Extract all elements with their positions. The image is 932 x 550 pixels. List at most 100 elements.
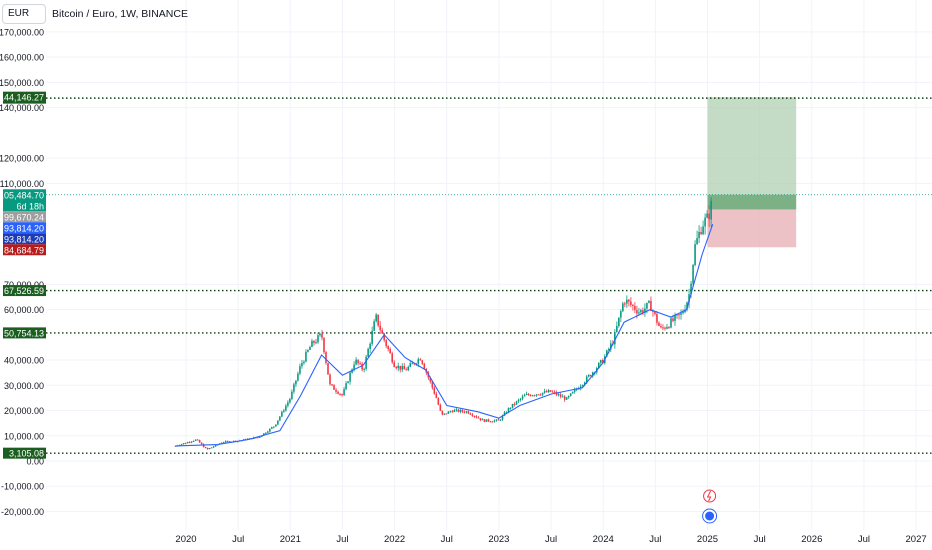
price-tag (3, 211, 46, 223)
candle-body (297, 373, 299, 381)
price-tag-label: 105,484.70 (0, 190, 44, 200)
candle-body (375, 314, 377, 322)
candle-body (283, 410, 285, 412)
candle-body (281, 411, 283, 417)
candle-body (591, 372, 594, 377)
candle-body (670, 318, 672, 328)
candle-body (708, 213, 710, 220)
price-tag (3, 244, 46, 256)
price-tag-label: 3,105.08 (9, 449, 44, 459)
candle-body (668, 327, 670, 329)
candle-body (616, 326, 618, 332)
candle-body (710, 200, 712, 220)
candle-body (585, 376, 588, 383)
y-tick-label: -20,000.00 (1, 507, 44, 517)
candle-body (481, 419, 484, 421)
candle-body (447, 411, 450, 414)
x-tick-label: 2020 (175, 534, 196, 545)
price-tag-countdown: 6d 18h (16, 201, 44, 211)
candle-body (537, 394, 540, 396)
candle-body (644, 308, 646, 313)
candle-body (642, 310, 644, 313)
event-markers (702, 489, 718, 524)
x-tick-label: Jul (858, 534, 870, 545)
candle-body (692, 264, 694, 284)
candle-body (383, 333, 385, 341)
candle-body (523, 394, 526, 397)
candle-body (493, 420, 496, 422)
candle-body (267, 431, 269, 433)
candle-body (391, 353, 393, 363)
candle-body (622, 303, 624, 312)
candle-body (628, 299, 630, 302)
candle-body (459, 409, 462, 412)
candle-body (224, 441, 227, 443)
candle-body (337, 391, 339, 394)
y-tick-label: 120,000.00 (0, 154, 44, 164)
candle-body (702, 226, 704, 235)
candle-body (543, 391, 546, 393)
x-tick-label: 2021 (280, 534, 301, 545)
candle-body (174, 445, 177, 447)
candle-body (505, 412, 508, 414)
y-tick-label: 160,000.00 (0, 53, 44, 63)
candles (174, 197, 712, 450)
candle-body (569, 393, 572, 397)
candle-body (439, 404, 442, 411)
candle-body (401, 366, 404, 370)
candle-body (656, 313, 658, 323)
profit-zone (707, 97, 797, 210)
candle-body (180, 444, 183, 446)
currency-selector[interactable]: EUR (2, 4, 46, 24)
y-tick-label: -10,000.00 (1, 482, 44, 492)
candle-body (200, 442, 203, 445)
candle-body (678, 314, 680, 316)
candle-body (204, 447, 207, 449)
candle-body (511, 403, 514, 408)
candle-body (461, 409, 464, 412)
candle-body (471, 414, 474, 416)
candle-body (355, 359, 357, 365)
candle-body (680, 313, 682, 315)
candle-body (571, 391, 574, 394)
candle-body (650, 300, 652, 311)
candle-body (551, 391, 554, 393)
candle-body (495, 419, 498, 421)
candle-body (473, 415, 476, 417)
candle-body (289, 398, 291, 403)
candle-body (533, 395, 536, 397)
flag-icon (705, 511, 715, 521)
candle-body (331, 384, 333, 386)
candle-body (273, 426, 275, 428)
y-tick-label: 20,000.00 (4, 406, 44, 416)
candle-body (517, 399, 520, 402)
candle-body (345, 383, 347, 390)
price-tag (3, 91, 46, 103)
y-tick-label: 70,000.00 (4, 280, 44, 290)
candle-body (555, 392, 558, 395)
candle-body (547, 390, 550, 393)
candle-body (371, 330, 373, 344)
lightning-icon (706, 490, 712, 502)
candle-body (521, 396, 524, 399)
candle-body (373, 321, 375, 331)
price-tag-label: 93,814.20 (4, 234, 44, 244)
candle-body (329, 374, 331, 385)
candle-body (706, 213, 708, 218)
x-tick-label: 2027 (906, 534, 927, 545)
candle-body (353, 364, 355, 370)
candle-body (409, 363, 412, 367)
chart-title: Bitcoin / Euro, 1W, BINANCE (52, 8, 188, 20)
candle-body (291, 391, 293, 399)
candle-body (269, 428, 271, 432)
candle-body (577, 388, 580, 390)
candle-body (441, 410, 444, 415)
candle-body (559, 394, 562, 397)
candle-body (704, 217, 706, 227)
x-tick-label: Jul (545, 534, 557, 545)
time-axis: 2020 Jul 2021 Jul 2022 Jul 2023 Jul 2024 Jul 2025 J… (175, 534, 926, 545)
candle-body (579, 386, 582, 389)
candle-body (285, 405, 287, 411)
candle-body (431, 381, 434, 388)
